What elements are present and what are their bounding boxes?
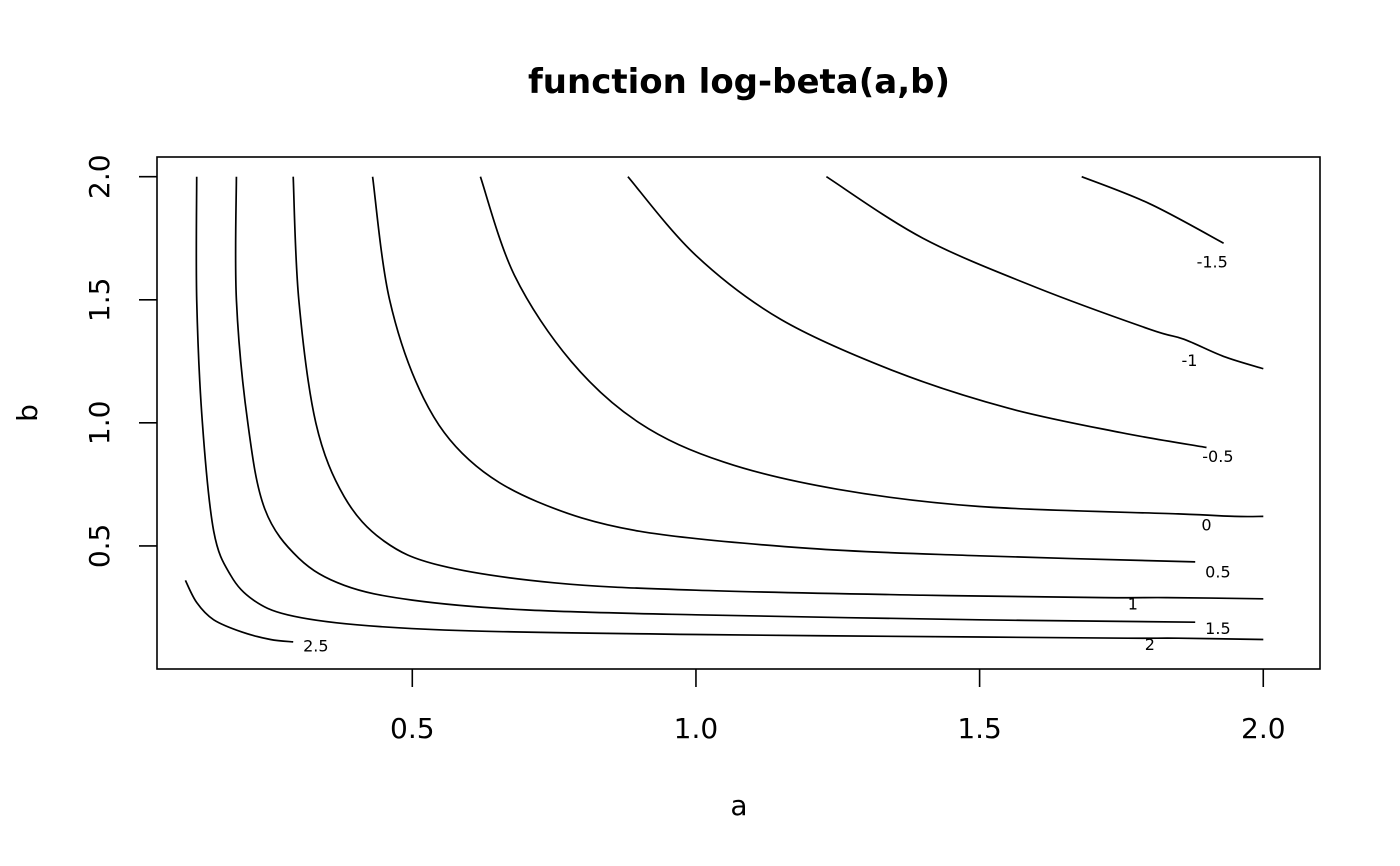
y-axis: 0.5 1.0 1.5 2.0: [83, 154, 157, 568]
contour-line-0: [184, 580, 294, 643]
contour-label-0: 2.5: [303, 636, 328, 655]
contour-label-7: -1: [1182, 351, 1198, 370]
contour-label-5: 0: [1201, 516, 1211, 535]
contour-line-7: [825, 175, 1264, 370]
contour-label-6: -0.5: [1202, 447, 1233, 466]
y-tick-label-3: 2.0: [83, 154, 116, 199]
contour-line-5: [479, 176, 1264, 518]
x-axis: 0.5 1.0 1.5 2.0: [390, 669, 1286, 745]
x-tick-label-3: 2.0: [1241, 712, 1286, 745]
contour-label-4: 0.5: [1205, 563, 1230, 582]
contour-labels: 2.5 2 1.5 1 0.5 0 -0.5 -1 -1.5: [303, 252, 1233, 655]
chart-title: function log-beta(a,b): [528, 62, 950, 102]
x-axis-label: a: [730, 789, 747, 822]
contour-label-8: -1.5: [1197, 252, 1228, 271]
contour-line-2: [234, 176, 1196, 624]
contour-lines: [184, 175, 1264, 643]
x-tick-label-0: 0.5: [390, 712, 435, 745]
contour-label-1: 2: [1145, 635, 1155, 654]
plot-frame: [156, 156, 1321, 670]
y-tick-label-0: 0.5: [83, 524, 116, 569]
contour-line-3: [292, 176, 1264, 600]
contour-line-1: [195, 176, 1264, 641]
y-tick-label-1: 1.0: [83, 401, 116, 446]
x-tick-label-2: 1.5: [957, 712, 1002, 745]
contour-line-8: [1081, 175, 1225, 244]
contour-label-2: 1.5: [1205, 619, 1230, 638]
y-axis-label: b: [11, 404, 44, 422]
x-tick-label-1: 1.0: [674, 712, 719, 745]
contour-label-3: 1: [1128, 595, 1138, 614]
contour-line-4: [371, 176, 1196, 563]
y-tick-label-2: 1.5: [83, 278, 116, 323]
contour-line-6: [627, 176, 1207, 449]
